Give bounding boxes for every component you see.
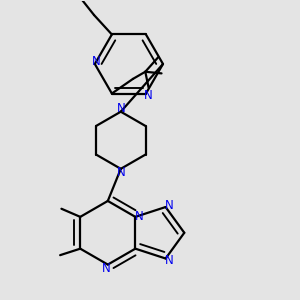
- Text: N: N: [102, 262, 111, 275]
- Text: N: N: [116, 102, 125, 115]
- Text: N: N: [144, 88, 153, 102]
- Text: N: N: [165, 254, 174, 267]
- Text: N: N: [116, 166, 125, 178]
- Text: N: N: [165, 199, 174, 212]
- Text: N: N: [135, 210, 144, 223]
- Text: N: N: [92, 55, 101, 68]
